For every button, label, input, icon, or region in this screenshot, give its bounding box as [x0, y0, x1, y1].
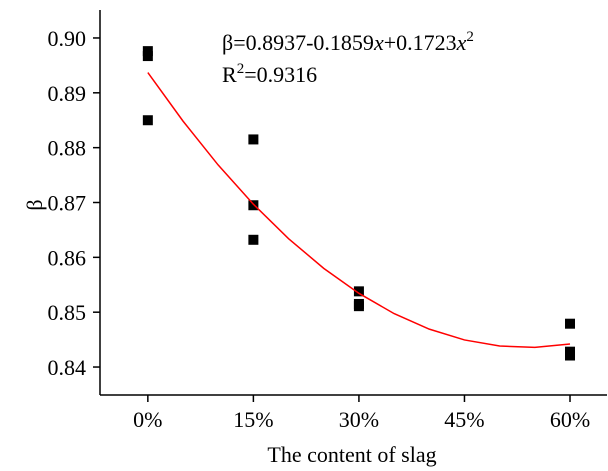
annotation: R2=0.9316: [222, 61, 317, 87]
x-axis-label: The content of slag: [267, 442, 436, 467]
annotation-part: =0.9316: [244, 62, 317, 87]
scatter-point: [353, 286, 364, 297]
y-tick-label: 0.85: [48, 300, 87, 325]
y-tick-label: 0.87: [48, 191, 87, 216]
annotation: β=0.8937-0.1859x+0.1723x2: [222, 29, 474, 55]
annotation-part: x: [456, 30, 467, 55]
scatter-point: [353, 301, 364, 312]
scatter-point: [248, 234, 259, 245]
y-tick-label: 0.90: [48, 26, 87, 51]
scatter-point: [248, 134, 259, 145]
scatter-point: [565, 350, 576, 361]
annotation-part: 2: [237, 61, 245, 77]
annotation-part: β=0.8937-0.1859: [222, 30, 374, 55]
fit-curve: [147, 72, 571, 349]
x-tick-label: 30%: [339, 407, 379, 432]
y-tick-label: 0.84: [48, 355, 87, 380]
y-tick-label: 0.89: [48, 81, 87, 106]
scatter-point: [142, 115, 153, 126]
x-tick-label: 0%: [133, 407, 162, 432]
y-tick-label: 0.88: [48, 136, 87, 161]
annotation-part: R: [222, 62, 237, 87]
x-tick-label: 15%: [233, 407, 273, 432]
scatter-point: [565, 318, 576, 329]
x-tick-label: 60%: [550, 407, 590, 432]
scatter-point: [142, 51, 153, 62]
x-tick-label: 45%: [444, 407, 484, 432]
annotation-part: +0.1723: [384, 30, 457, 55]
annotation-part: x: [373, 30, 384, 55]
y-axis-label: β: [22, 199, 47, 210]
y-tick-label: 0.86: [48, 245, 87, 270]
annotation-part: 2: [466, 29, 474, 45]
